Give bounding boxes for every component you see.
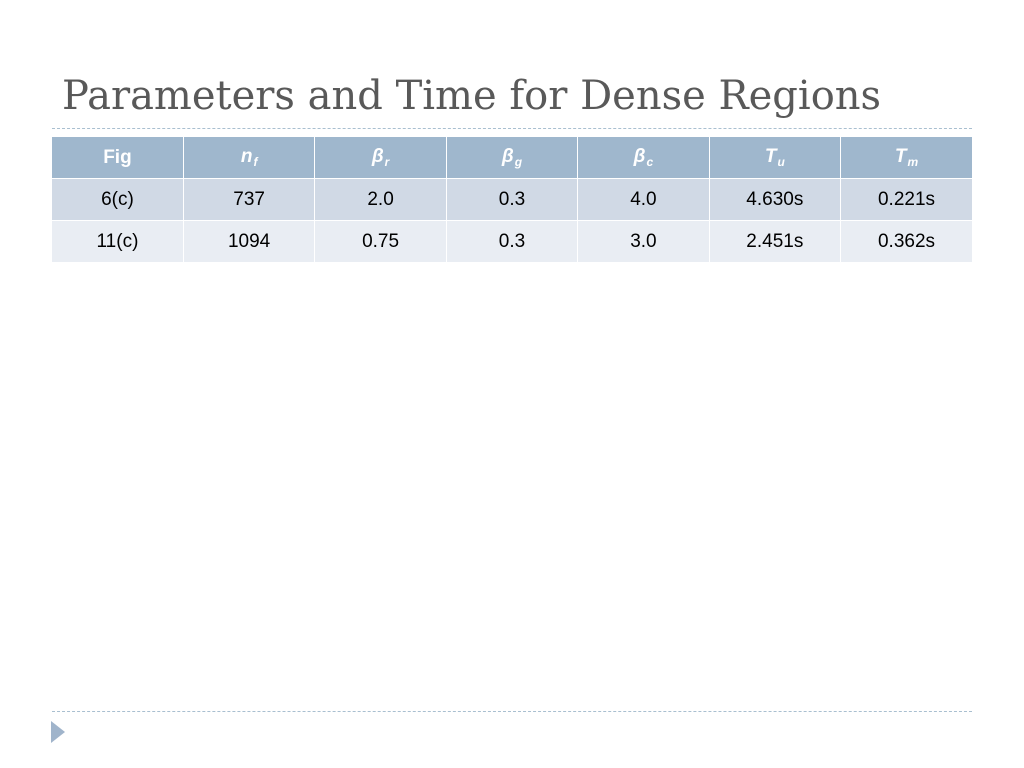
table-header-row: Fig nf βr βg βc Tu Tm <box>52 137 972 179</box>
header-tm-subscript: m <box>907 155 919 169</box>
cell-nf: 1094 <box>183 220 316 262</box>
header-tu-subscript: u <box>777 155 785 169</box>
cell-tu: 4.630s <box>709 178 842 221</box>
header-nf: nf <box>183 137 316 179</box>
cell-beta-r: 0.75 <box>314 220 447 262</box>
header-nf-subscript: f <box>253 155 258 169</box>
cell-beta-c: 3.0 <box>577 220 710 262</box>
header-beta-c-subscript: c <box>646 155 654 169</box>
header-tu: Tu <box>709 137 842 179</box>
cell-fig: 11(c) <box>52 220 184 262</box>
header-beta-r-symbol: β <box>371 146 384 167</box>
header-beta-r-subscript: r <box>384 155 390 169</box>
table-row: 6(c) 737 2.0 0.3 4.0 4.630s 0.221s <box>52 178 972 221</box>
parameters-table: Fig nf βr βg βc Tu Tm 6(c) 737 2.0 0.3 4… <box>52 137 972 262</box>
header-tu-symbol: T <box>764 146 777 167</box>
cell-beta-g: 0.3 <box>446 220 579 262</box>
cell-beta-r: 2.0 <box>314 178 447 221</box>
cell-tu: 2.451s <box>709 220 842 262</box>
header-fig-label: Fig <box>103 146 132 168</box>
header-tm: Tm <box>840 137 972 179</box>
header-fig: Fig <box>52 137 184 179</box>
cell-fig: 6(c) <box>52 178 184 221</box>
triangle-bullet-icon <box>51 721 65 743</box>
cell-tm: 0.362s <box>840 220 972 262</box>
header-beta-g: βg <box>446 137 579 179</box>
header-beta-c-symbol: β <box>633 146 646 167</box>
cell-beta-g: 0.3 <box>446 178 579 221</box>
slide-title: Parameters and Time for Dense Regions <box>62 73 882 119</box>
header-beta-g-subscript: g <box>514 155 523 169</box>
table-row: 11(c) 1094 0.75 0.3 3.0 2.451s 0.362s <box>52 220 972 262</box>
title-divider <box>52 128 972 129</box>
header-beta-c: βc <box>577 137 710 179</box>
footer-divider <box>52 711 972 712</box>
cell-nf: 737 <box>183 178 316 221</box>
header-tm-symbol: T <box>894 146 907 167</box>
header-beta-r: βr <box>314 137 447 179</box>
cell-beta-c: 4.0 <box>577 178 710 221</box>
header-beta-g-symbol: β <box>501 146 514 167</box>
header-nf-symbol: n <box>240 146 253 167</box>
cell-tm: 0.221s <box>840 178 972 221</box>
